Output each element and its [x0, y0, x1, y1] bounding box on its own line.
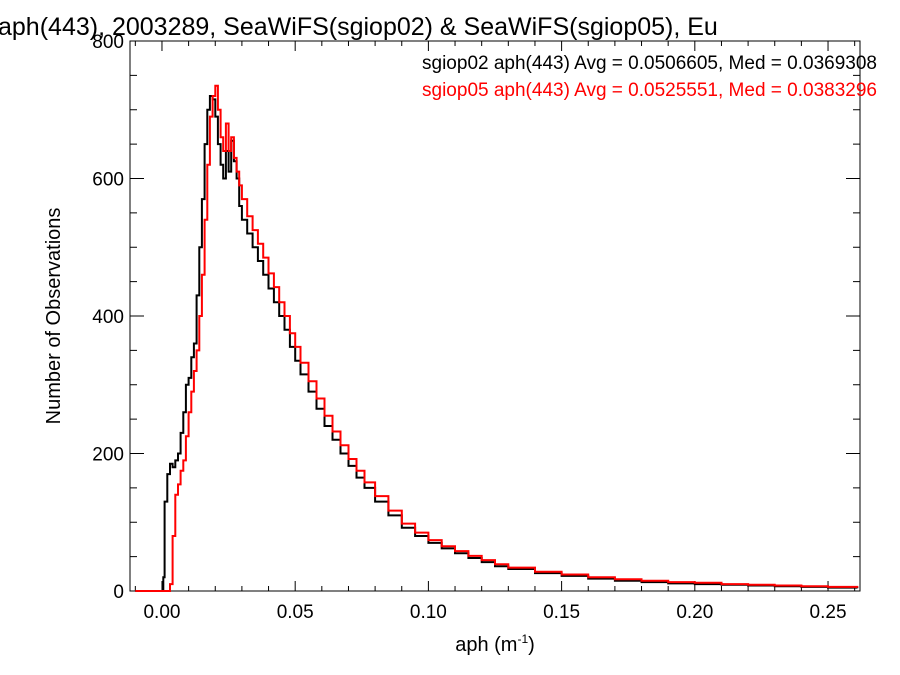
x-tick-label: 0.00: [143, 602, 180, 623]
y-tick-label: 200: [92, 445, 124, 466]
chart-title: aph(443), 2003289, SeaWiFS(sgiop02) & Se…: [0, 13, 718, 41]
x-tick-label: 0.10: [410, 602, 447, 623]
y-tick-label: 600: [92, 170, 124, 191]
x-tick-label: 0.20: [676, 602, 713, 623]
x-axis-label-close: ): [528, 634, 535, 656]
x-axis-label-base: aph (m: [455, 634, 517, 656]
y-tick-label: 400: [92, 307, 124, 328]
y-axis-label: Number of Observations: [43, 208, 65, 425]
legend: sgiop02 aph(443) Avg = 0.0506605, Med = …: [422, 53, 877, 101]
x-tick-label: 0.05: [277, 602, 314, 623]
series-line-sgiop02: [135, 95, 859, 592]
histogram-series: [135, 84, 859, 592]
x-axis-label: aph (m-1): [455, 632, 535, 656]
x-tick-label: 0.15: [543, 602, 580, 623]
legend-entry-sgiop02: sgiop02 aph(443) Avg = 0.0506605, Med = …: [422, 53, 877, 74]
x-axis-label-superscript: -1: [517, 632, 528, 646]
plot-frame: [129, 40, 861, 592]
y-tick-label: 800: [92, 32, 124, 53]
x-axis-ticks: 0.00 0.05 0.10 0.15 0.20 0.25: [134, 41, 856, 623]
x-tick-label: 0.25: [810, 602, 847, 623]
legend-entry-sgiop05: sgiop05 aph(443) Avg = 0.0525551, Med = …: [422, 80, 877, 101]
series-line-sgiop05: [135, 84, 859, 592]
y-tick-label: 0: [113, 582, 124, 603]
y-axis-ticks: 0 200 400 600 800: [92, 32, 860, 603]
